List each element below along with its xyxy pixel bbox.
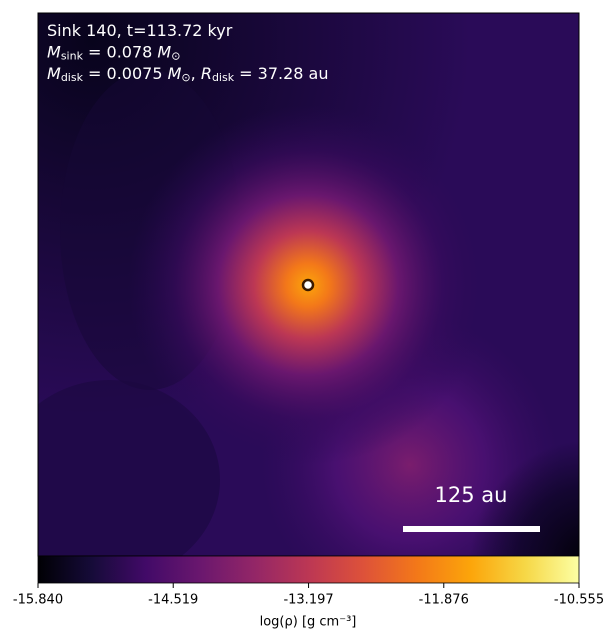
annotation-text: M: [157, 42, 171, 61]
annotation: Msink​ = 0.078 M⊙​: [47, 42, 180, 63]
annotations: Sink 140, t=113.72 kyr Msink​ = 0.078 M⊙​…: [47, 21, 329, 85]
annotation: Sink 140, t=113.72 kyr: [47, 21, 233, 40]
annotation-subscript: ⊙: [181, 71, 190, 84]
annotation-text: = 0.0075: [83, 64, 168, 83]
sink-marker: [301, 278, 315, 292]
annotation-subscript: disk: [212, 71, 235, 84]
colorbar-tick-label: -14.519: [148, 593, 198, 608]
annotation-subscript: sink: [61, 50, 84, 63]
annotation-text: M: [168, 64, 182, 83]
annotation-text: = 37.28 au: [234, 64, 328, 83]
annotation-text: M: [47, 64, 61, 83]
annotation-subscript: ⊙: [171, 50, 180, 63]
scale-bar-label: 125 au: [435, 483, 508, 507]
annotation-text: Sink 140, t=113.72 kyr: [47, 21, 233, 40]
annotation-text: = 0.078: [83, 42, 157, 61]
annotation-text: ,: [191, 64, 201, 83]
annotation: Mdisk​ = 0.0075 M⊙​, Rdisk​ = 37.28 au: [47, 64, 329, 85]
annotation-subscript: disk: [61, 71, 84, 84]
colorbar-tick-label: -15.840: [13, 593, 63, 608]
colorbar-tick-label: -11.876: [419, 593, 469, 608]
annotation-text: M: [47, 42, 61, 61]
colorbar-label: log(ρ) [g cm⁻³]: [260, 615, 357, 630]
colorbar-tick-label: -10.555: [554, 593, 604, 608]
colorbar: [37, 555, 580, 584]
colorbar-tick-label: -13.197: [283, 593, 333, 608]
annotation-text: R: [201, 64, 212, 83]
